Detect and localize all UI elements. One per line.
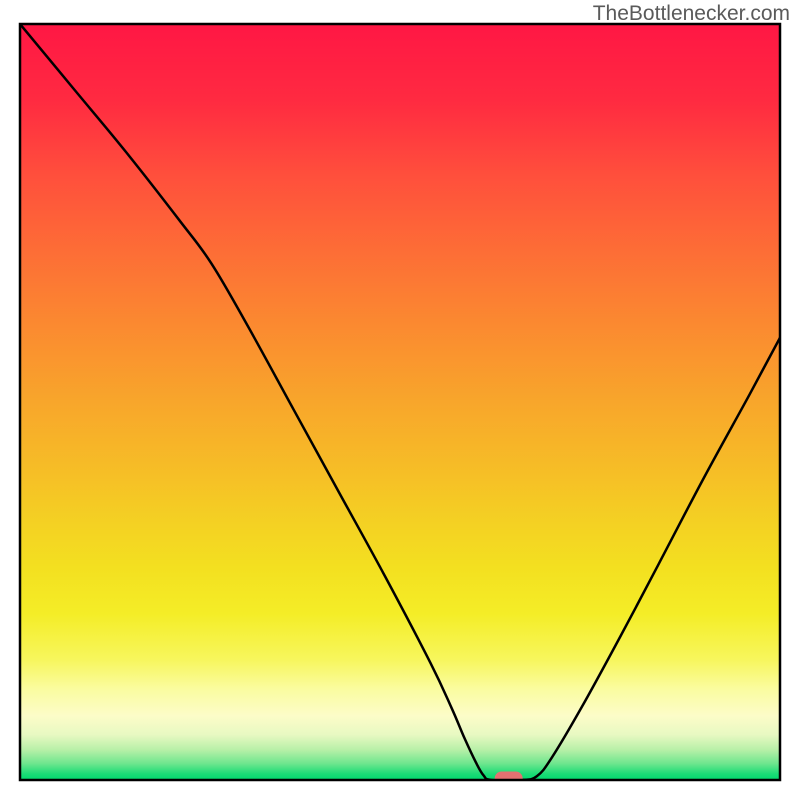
watermark-text: TheBottlenecker.com (593, 2, 790, 25)
optimum-marker (495, 771, 523, 785)
chart-svg: TheBottlenecker.com (0, 0, 800, 800)
plot-background-gradient (20, 24, 780, 780)
chart-root: TheBottlenecker.com (0, 0, 800, 800)
